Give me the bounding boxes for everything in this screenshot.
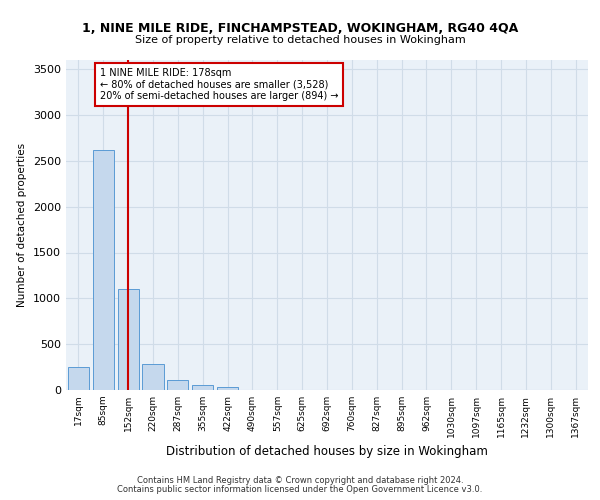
Text: Contains public sector information licensed under the Open Government Licence v3: Contains public sector information licen…: [118, 485, 482, 494]
X-axis label: Distribution of detached houses by size in Wokingham: Distribution of detached houses by size …: [166, 446, 488, 458]
Bar: [68, 367, 89, 390]
Bar: [167, 380, 188, 390]
Y-axis label: Number of detached properties: Number of detached properties: [17, 143, 28, 307]
Text: 1 NINE MILE RIDE: 178sqm
← 80% of detached houses are smaller (3,528)
20% of sem: 1 NINE MILE RIDE: 178sqm ← 80% of detach…: [100, 68, 338, 102]
Bar: [93, 150, 114, 390]
Bar: [118, 289, 139, 390]
Bar: [217, 387, 238, 390]
Text: Contains HM Land Registry data © Crown copyright and database right 2024.: Contains HM Land Registry data © Crown c…: [137, 476, 463, 485]
Text: Size of property relative to detached houses in Wokingham: Size of property relative to detached ho…: [134, 35, 466, 45]
Bar: [192, 385, 213, 390]
Bar: [142, 364, 164, 390]
Text: 1, NINE MILE RIDE, FINCHAMPSTEAD, WOKINGHAM, RG40 4QA: 1, NINE MILE RIDE, FINCHAMPSTEAD, WOKING…: [82, 22, 518, 36]
